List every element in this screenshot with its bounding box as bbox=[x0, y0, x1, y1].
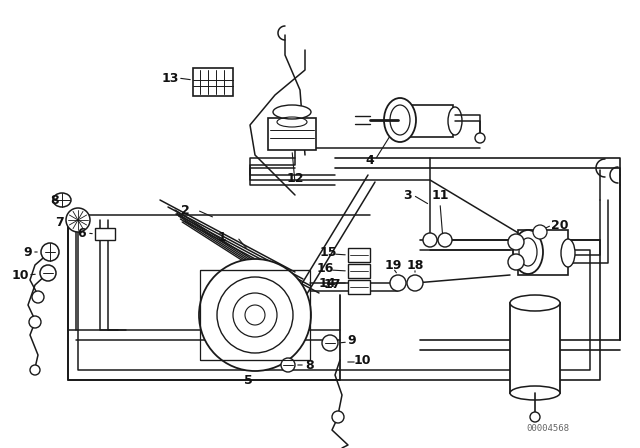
Ellipse shape bbox=[561, 239, 575, 267]
Text: 5: 5 bbox=[244, 374, 252, 387]
Ellipse shape bbox=[273, 105, 311, 119]
Text: 17: 17 bbox=[323, 277, 340, 290]
Bar bbox=[510, 303, 560, 393]
Text: 18: 18 bbox=[406, 258, 424, 271]
Text: 9: 9 bbox=[24, 246, 32, 258]
Circle shape bbox=[41, 243, 59, 261]
Text: 00004568: 00004568 bbox=[527, 423, 570, 432]
Text: 12: 12 bbox=[286, 172, 304, 185]
Text: 20: 20 bbox=[551, 219, 569, 232]
Text: 4: 4 bbox=[365, 154, 374, 167]
Bar bbox=[200, 270, 310, 360]
Ellipse shape bbox=[519, 238, 537, 266]
Bar bbox=[193, 68, 233, 96]
Circle shape bbox=[29, 316, 41, 328]
Bar bbox=[95, 228, 115, 240]
Circle shape bbox=[32, 291, 44, 303]
Circle shape bbox=[423, 233, 437, 247]
Circle shape bbox=[508, 234, 524, 250]
Ellipse shape bbox=[53, 193, 71, 207]
Circle shape bbox=[66, 208, 90, 232]
Ellipse shape bbox=[390, 105, 410, 135]
Bar bbox=[518, 230, 568, 275]
Circle shape bbox=[233, 293, 277, 337]
Text: 10: 10 bbox=[12, 268, 29, 281]
Circle shape bbox=[332, 411, 344, 423]
Circle shape bbox=[407, 275, 423, 291]
Circle shape bbox=[40, 265, 56, 281]
Circle shape bbox=[530, 412, 540, 422]
Circle shape bbox=[217, 277, 293, 353]
Text: 14: 14 bbox=[318, 276, 336, 289]
Text: 2: 2 bbox=[180, 203, 189, 216]
Text: 9: 9 bbox=[348, 333, 356, 346]
Text: 6: 6 bbox=[77, 227, 86, 240]
Text: 19: 19 bbox=[384, 258, 402, 271]
Circle shape bbox=[475, 133, 485, 143]
Bar bbox=[268, 118, 316, 150]
Circle shape bbox=[281, 358, 295, 372]
Text: 16: 16 bbox=[316, 262, 333, 275]
Bar bbox=[348, 248, 370, 262]
Text: 13: 13 bbox=[161, 72, 179, 85]
Bar bbox=[398, 105, 453, 137]
Text: 15: 15 bbox=[319, 246, 337, 258]
Text: 8: 8 bbox=[51, 194, 60, 207]
Text: 7: 7 bbox=[56, 215, 65, 228]
Text: 8: 8 bbox=[306, 358, 314, 371]
Circle shape bbox=[508, 254, 524, 270]
Bar bbox=[348, 280, 370, 294]
Ellipse shape bbox=[510, 295, 560, 311]
Text: 3: 3 bbox=[404, 189, 412, 202]
Text: 1: 1 bbox=[218, 231, 227, 244]
Ellipse shape bbox=[384, 98, 416, 142]
Text: 10: 10 bbox=[353, 353, 371, 366]
Circle shape bbox=[533, 225, 547, 239]
Circle shape bbox=[30, 365, 40, 375]
Circle shape bbox=[390, 275, 406, 291]
Circle shape bbox=[438, 233, 452, 247]
Ellipse shape bbox=[510, 386, 560, 400]
Text: 11: 11 bbox=[431, 189, 449, 202]
Bar bbox=[348, 264, 370, 278]
Ellipse shape bbox=[448, 107, 462, 135]
Circle shape bbox=[322, 335, 338, 351]
Circle shape bbox=[199, 259, 311, 371]
Ellipse shape bbox=[513, 230, 543, 274]
